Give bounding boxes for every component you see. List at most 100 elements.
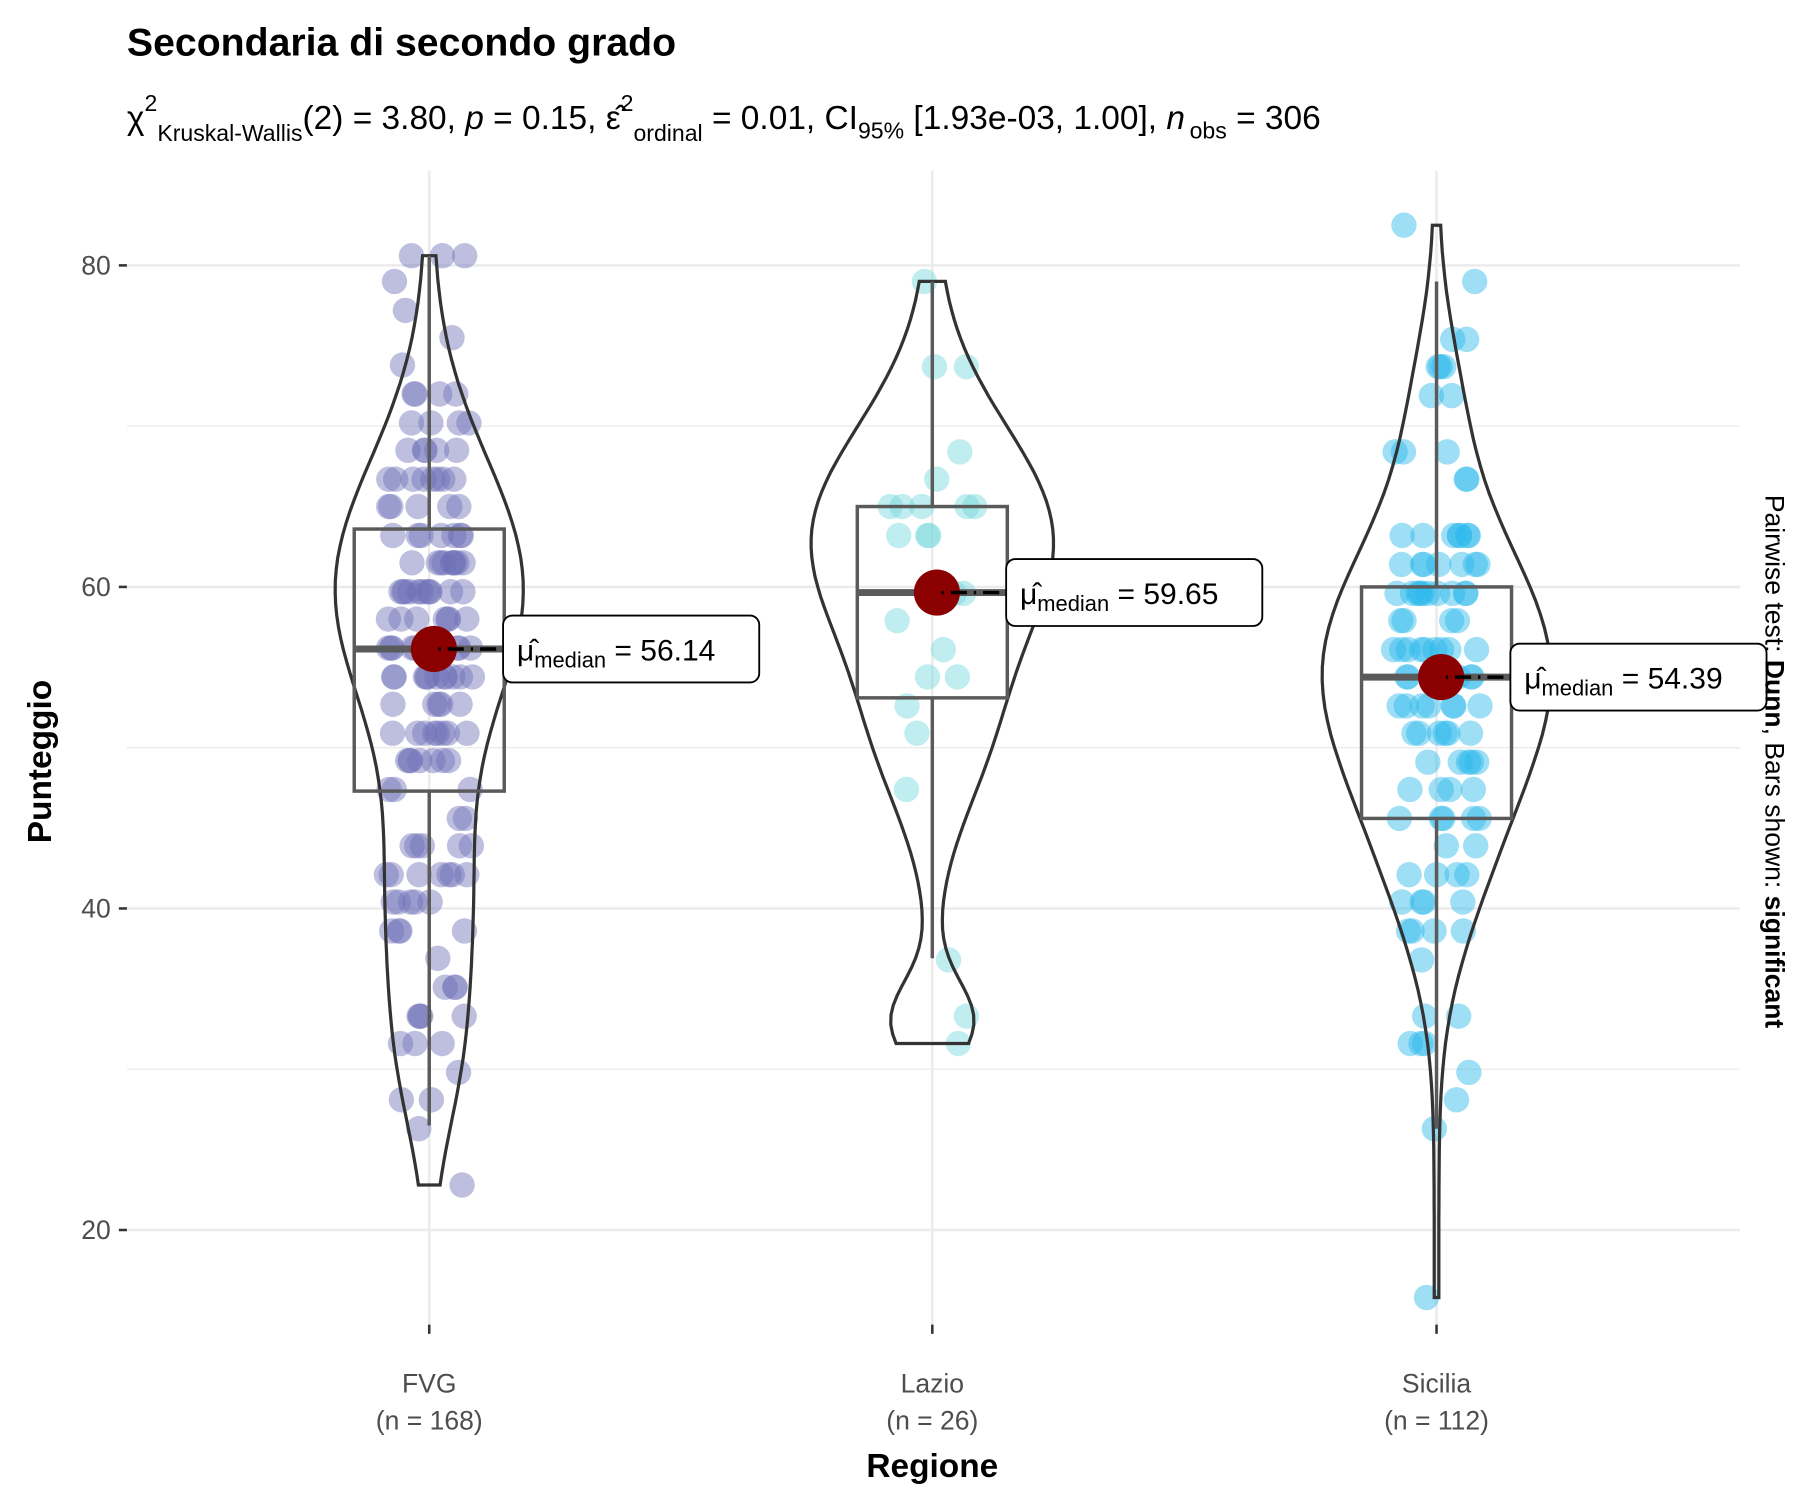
data-point	[1443, 1087, 1470, 1113]
data-point	[451, 918, 478, 944]
median-value: = 54.39	[1613, 663, 1722, 696]
data-point	[1435, 720, 1461, 746]
data-point	[441, 466, 467, 492]
data-point	[432, 974, 458, 1000]
data-point	[1409, 551, 1436, 578]
p-symbol: p	[464, 100, 484, 137]
data-point	[424, 720, 450, 746]
x-tick-count: (n = 168)	[376, 1406, 483, 1436]
data-point	[402, 1030, 428, 1057]
data-point	[1426, 551, 1452, 578]
data-point	[446, 493, 472, 520]
y-tick-label: 40	[81, 894, 110, 924]
data-point	[1389, 522, 1415, 549]
data-point	[1393, 693, 1419, 719]
data-point	[428, 550, 455, 576]
epsilon-sub: ordinal	[633, 120, 702, 146]
data-point	[442, 974, 468, 1000]
data-point	[429, 720, 456, 746]
y-axis: 20 40 60 80	[81, 251, 127, 1245]
data-point	[450, 579, 476, 605]
data-point	[884, 607, 910, 634]
data-point	[397, 747, 423, 774]
data-point	[459, 664, 486, 690]
data-point	[1446, 522, 1473, 549]
data-point	[380, 691, 406, 717]
median-labels: μ̂median = 56.14μ̂median = 59.65μ̂median…	[438, 558, 1768, 712]
data-point	[418, 1087, 445, 1113]
data-point	[394, 747, 421, 774]
data-point	[1391, 212, 1417, 238]
data-point	[381, 268, 408, 295]
median-value: = 59.65	[1109, 578, 1218, 611]
mu-hat-symbol: μ̂	[1020, 578, 1042, 611]
data-point	[446, 410, 473, 436]
data-point	[1395, 636, 1421, 663]
data-point	[378, 493, 404, 520]
data-point	[1437, 776, 1463, 803]
data-point	[420, 747, 446, 774]
y-tick-label: 80	[81, 251, 110, 281]
data-point	[392, 579, 418, 605]
data-point	[405, 522, 431, 549]
data-point	[893, 776, 920, 803]
data-point	[390, 579, 417, 605]
data-point	[387, 918, 413, 944]
data-point	[434, 720, 461, 746]
data-point	[407, 1003, 433, 1029]
data-point	[454, 720, 480, 746]
x-axis: FVG (n = 168) Lazio (n = 26) Sicilia (n = 112…	[376, 1324, 1489, 1436]
pairwise-caption: Pairwise test: Dunn, Bars shown: signifi…	[1759, 495, 1789, 1029]
median-label-box	[1005, 558, 1264, 627]
data-point	[446, 833, 473, 859]
data-point	[420, 466, 446, 492]
data-point	[406, 1116, 432, 1142]
data-point	[385, 889, 412, 915]
data-point	[451, 1003, 477, 1029]
x-axis-title: Regione	[866, 1448, 998, 1485]
data-point	[1456, 1059, 1482, 1086]
data-point	[1465, 551, 1491, 578]
data-point	[424, 466, 451, 492]
data-point	[904, 720, 930, 746]
data-point	[412, 720, 438, 746]
x-tick-label: FVG	[402, 1369, 457, 1399]
y-tick-label: 20	[81, 1215, 110, 1245]
median-label-text: μ̂median = 54.39	[1524, 663, 1722, 701]
data-point	[886, 522, 912, 549]
data-point	[1427, 353, 1454, 380]
chi-symbol: χ	[127, 100, 145, 137]
data-point	[414, 579, 440, 605]
data-point	[381, 664, 407, 690]
subtitle-part3: = 0.01, CI	[703, 100, 858, 137]
data-point	[416, 579, 443, 605]
data-point	[395, 437, 421, 463]
data-point	[376, 493, 402, 520]
data-point	[404, 833, 430, 859]
data-point	[1439, 382, 1465, 409]
data-point	[406, 862, 432, 888]
x-tick-count: (n = 26)	[886, 1406, 978, 1436]
data-point	[447, 664, 474, 690]
n-symbol: n	[1166, 100, 1185, 137]
data-point	[947, 439, 973, 465]
data-point	[1428, 776, 1454, 803]
data-point	[402, 889, 428, 915]
data-point	[1462, 268, 1488, 295]
data-point	[412, 437, 438, 463]
data-point	[376, 466, 402, 492]
data-point	[406, 1003, 432, 1029]
subtitle-part4: [1.93e-03, 1.00],	[904, 100, 1166, 137]
data-point	[430, 466, 456, 492]
violin-outline	[1320, 223, 1553, 1300]
epsilon-sup: 2	[621, 90, 634, 116]
data-point	[446, 805, 472, 832]
data-point	[405, 493, 431, 520]
data-point	[408, 579, 435, 605]
caption-middle: , Bars shown:	[1759, 728, 1789, 896]
data-point	[916, 522, 942, 549]
data-point	[953, 353, 980, 380]
data-point	[439, 325, 465, 351]
data-point	[1409, 693, 1435, 719]
data-point	[404, 606, 430, 632]
